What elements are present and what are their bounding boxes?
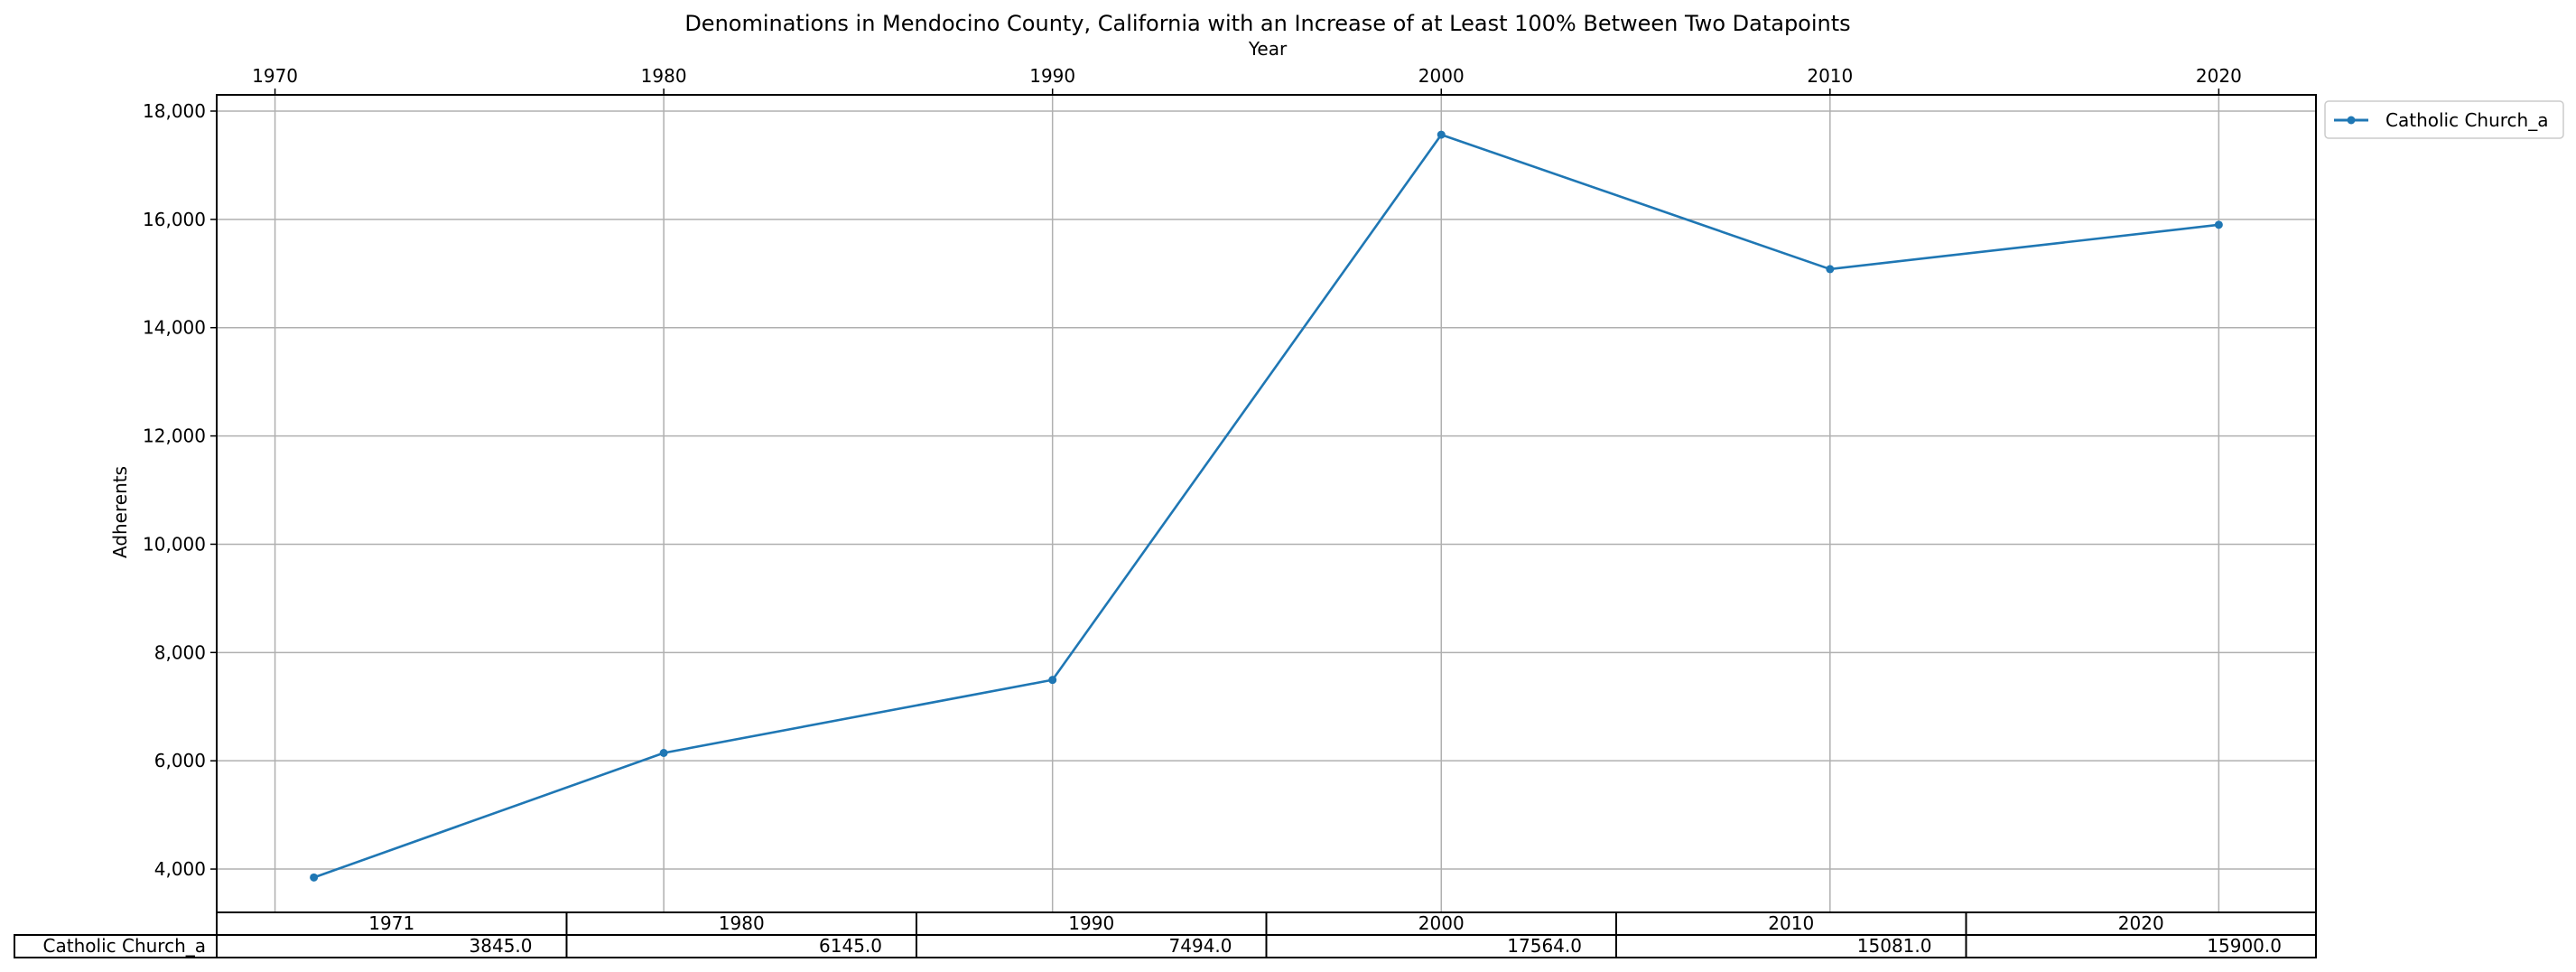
x-axis-ticks: 1970 1980 1990 2000 2010 2020	[252, 65, 2242, 95]
grid-lines	[217, 95, 2316, 912]
legend-box	[2324, 100, 2564, 139]
table-cell	[916, 934, 1268, 958]
data-point	[2214, 220, 2223, 229]
x-axis-label: Year	[1248, 38, 1288, 60]
x-tick-label: 1980	[641, 65, 687, 87]
y-axis-ticks: 4,000 6,000 8,000 10,000 12,000 14,000 16,000 1…	[143, 100, 217, 880]
series-line	[313, 133, 2219, 879]
table-cell-value: 17564.0	[1507, 935, 1582, 957]
table-col-label: 2020	[2118, 912, 2164, 934]
data-point	[1826, 265, 1835, 274]
y-tick-label: 18,000	[143, 100, 206, 122]
table-header-cell	[1965, 911, 2317, 936]
table-row-label-cell	[14, 934, 218, 958]
table-row-label: Catholic Church_a	[43, 935, 206, 957]
table-col-label: 2010	[1768, 912, 1814, 934]
table-cell	[1265, 934, 1617, 958]
table-cell-value: 15081.0	[1857, 935, 1932, 957]
table-cell	[1965, 934, 2317, 958]
table-cell	[216, 934, 568, 958]
table-cell-value: 6145.0	[819, 935, 882, 957]
legend-series-marker	[2347, 116, 2356, 125]
data-point	[310, 873, 319, 882]
data-table: 1971 3845.0 1980 6145.0 1990 7494.0 2000 17564.…	[14, 911, 2317, 958]
table-cell-value: 7494.0	[1169, 935, 1232, 957]
y-axis-label: Adherents	[109, 466, 131, 558]
chart-title: Denominations in Mendocino County, Calif…	[684, 11, 1850, 36]
table-col-label: 2000	[1418, 912, 1465, 934]
table-cell	[565, 934, 917, 958]
series-lines	[310, 130, 2223, 882]
x-tick-label: 2020	[2196, 65, 2242, 87]
data-point	[659, 748, 668, 757]
y-tick-label: 14,000	[143, 317, 206, 339]
table-col-label: 1980	[719, 912, 765, 934]
legend: Catholic Church_a	[2324, 100, 2564, 139]
table-col-label: 1990	[1068, 912, 1114, 934]
y-tick-label: 6,000	[154, 750, 206, 771]
plot-area-frame	[216, 94, 2317, 913]
x-tick-label: 2000	[1418, 65, 1465, 87]
y-tick-label: 4,000	[154, 858, 206, 880]
table-col-label: 1971	[368, 912, 414, 934]
table-header-cell	[1265, 911, 1617, 936]
x-tick-label: 2010	[1807, 65, 1853, 87]
data-point	[1437, 130, 1446, 139]
y-tick-label: 10,000	[143, 533, 206, 555]
x-tick-label: 1970	[252, 65, 298, 87]
data-point	[1048, 676, 1057, 685]
legend-series-label: Catholic Church_a	[2385, 109, 2548, 131]
y-tick-label: 8,000	[154, 641, 206, 663]
table-cell-value: 3845.0	[470, 935, 533, 957]
table-cell-value: 15900.0	[2207, 935, 2282, 957]
y-tick-label: 12,000	[143, 425, 206, 447]
y-tick-label: 16,000	[143, 209, 206, 230]
x-tick-label: 1990	[1029, 65, 1075, 87]
